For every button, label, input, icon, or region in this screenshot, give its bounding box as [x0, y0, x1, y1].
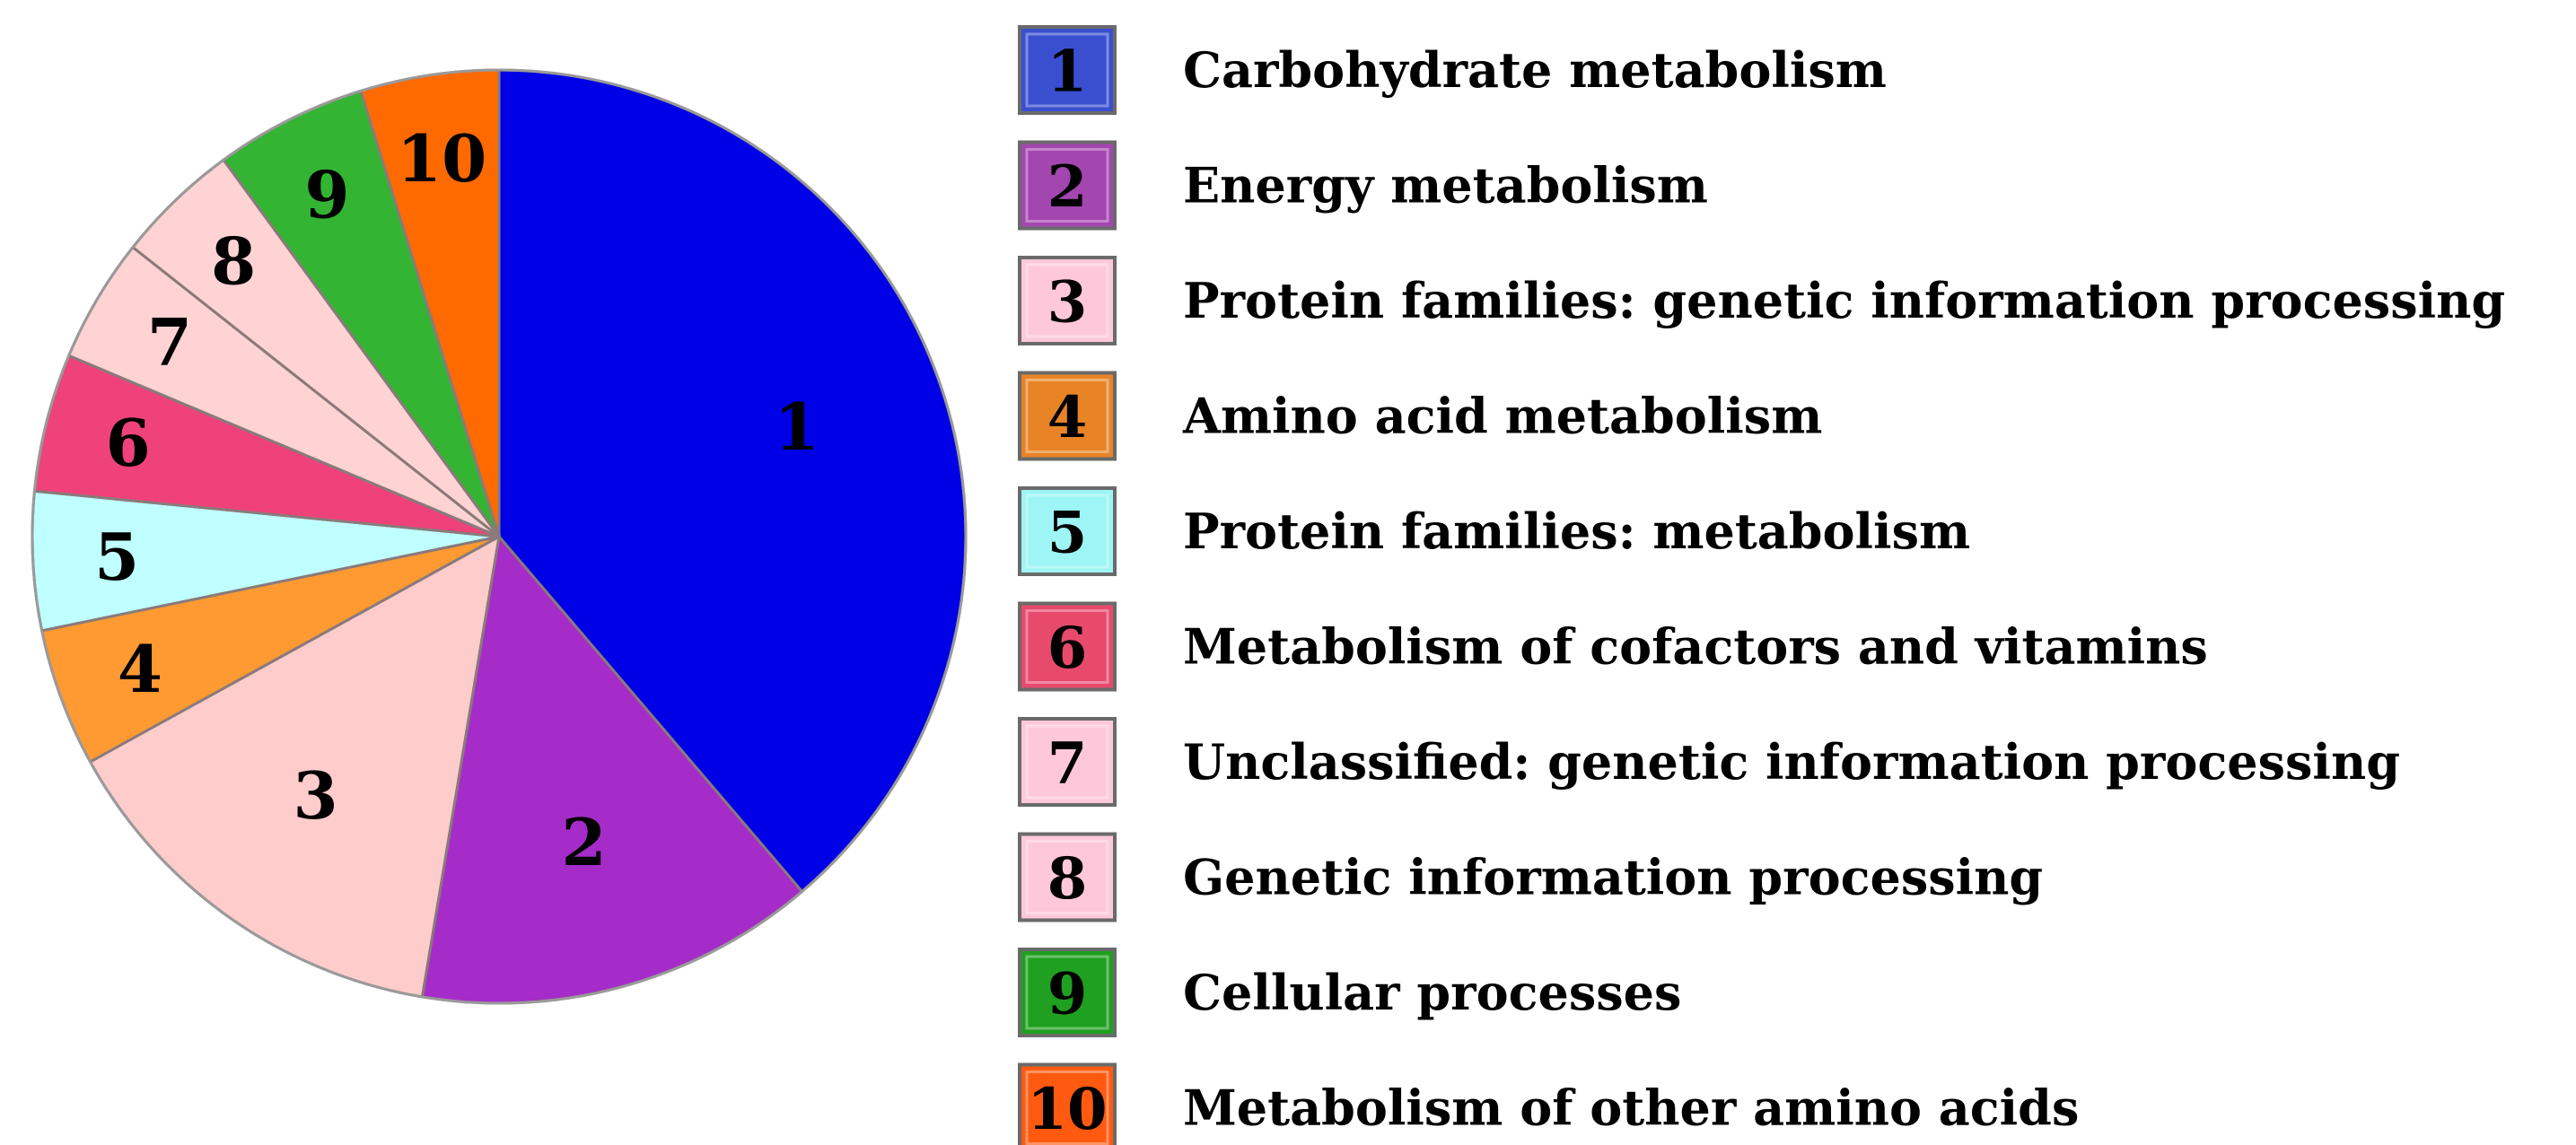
- legend-swatch-2: [1018, 140, 1117, 231]
- legend-swatch-5: [1018, 486, 1117, 576]
- pie-slice-label-1: 1: [775, 389, 819, 465]
- legend-swatch-7: [1018, 717, 1117, 807]
- pie-slice-label-3: 3: [294, 757, 338, 834]
- legend-label-5: Protein families: metabolism: [1183, 503, 1970, 560]
- legend-label-2: Energy metabolism: [1183, 157, 1708, 214]
- legend-swatch-bevel-1: [1025, 32, 1109, 108]
- pie-slice-label-5: 5: [94, 519, 139, 595]
- legend-swatch-9: [1018, 948, 1117, 1037]
- legend-swatch-bevel-10: [1025, 1071, 1109, 1145]
- legend-swatch-bevel-6: [1025, 609, 1109, 684]
- legend-label-10: Metabolism of other amino acids: [1183, 1079, 2079, 1137]
- legend-number-8: 8: [1047, 845, 1088, 913]
- legend-label-7: Unclassified: genetic information proces…: [1183, 733, 2400, 791]
- legend-swatch-3: [1018, 256, 1117, 345]
- pie-slice-label-7: 7: [147, 304, 192, 380]
- legend-swatch-bevel-4: [1025, 379, 1109, 453]
- legend-swatch-1: [1018, 25, 1117, 115]
- pie-slice-label-9: 9: [304, 157, 349, 233]
- pie-slice-label-10: 10: [397, 120, 486, 197]
- legend-label-3: Protein families: genetic information pr…: [1183, 272, 2505, 329]
- legend-swatch-bevel-8: [1025, 840, 1109, 914]
- legend-swatch-bevel-7: [1025, 724, 1109, 800]
- legend-number-1: 1: [1047, 39, 1088, 106]
- legend: 1 Carbohydrate metabolism 2 Energy metaboli…: [1018, 25, 2505, 1145]
- legend-swatch-bevel-9: [1025, 955, 1109, 1030]
- legend-number-3: 3: [1047, 269, 1088, 337]
- legend-label-6: Metabolism of cofactors and vitamins: [1183, 618, 2208, 676]
- legend-number-4: 4: [1047, 384, 1088, 451]
- legend-number-5: 5: [1047, 500, 1088, 567]
- legend-swatch-6: [1018, 601, 1117, 692]
- legend-swatch-10: [1018, 1062, 1117, 1145]
- legend-label-4: Amino acid metabolism: [1182, 388, 1822, 445]
- pie-outline: [31, 68, 968, 1005]
- legend-swatch-4: [1018, 371, 1117, 461]
- pie-slice-label-6: 6: [106, 405, 151, 481]
- legend-number-9: 9: [1047, 961, 1088, 1028]
- legend-swatch-8: [1018, 832, 1117, 922]
- legend-number-6: 6: [1047, 615, 1088, 682]
- pie-slice-label-2: 2: [561, 804, 606, 880]
- legend-swatch-bevel-2: [1025, 148, 1109, 223]
- legend-swatch-bevel-5: [1025, 494, 1109, 569]
- pie: 1 2 3 4 5 6 789 10: [31, 68, 968, 1005]
- legend-swatch-bevel-3: [1025, 263, 1109, 338]
- legend-label-1: Carbohydrate metabolism: [1183, 41, 1887, 99]
- legend-number-2: 2: [1047, 153, 1088, 221]
- pie-slice-label-4: 4: [118, 631, 162, 707]
- legend-label-9: Cellular processes: [1183, 964, 1681, 1021]
- legend-number-10: 10: [1027, 1076, 1107, 1143]
- pie-slice-label-8: 8: [211, 223, 256, 299]
- legend-number-7: 7: [1047, 730, 1088, 798]
- legend-label-8: Genetic information processing: [1183, 849, 2043, 906]
